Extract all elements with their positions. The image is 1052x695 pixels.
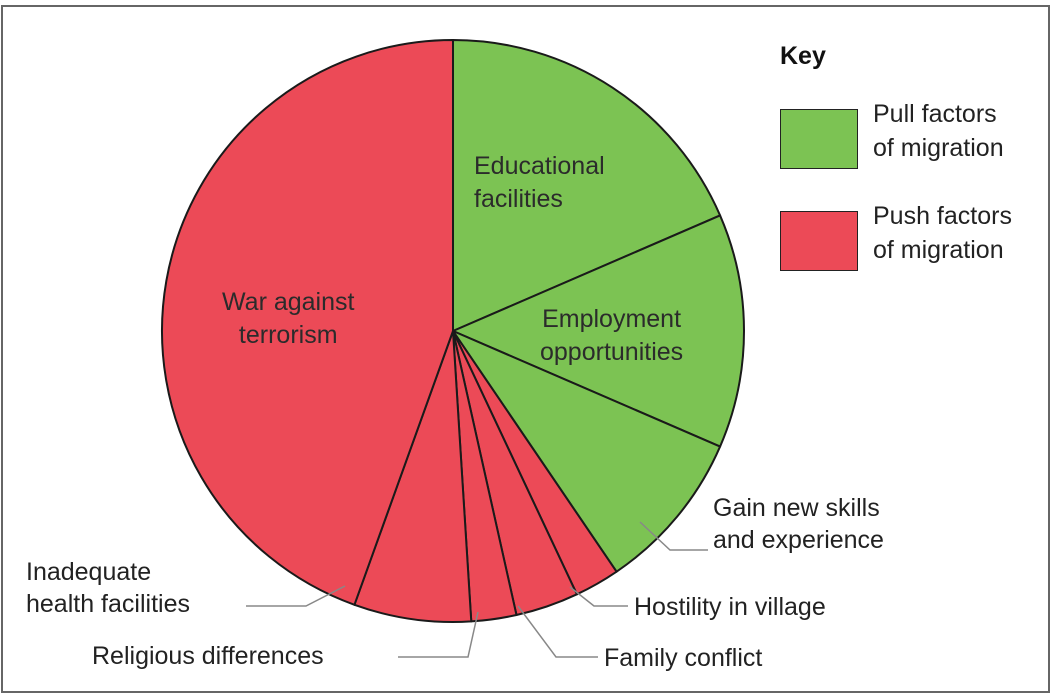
label-family-conflict: Family conflict (604, 644, 763, 672)
label-war-line2: terrorism (238, 321, 338, 349)
label-skills-line1: Gain new skills (713, 494, 880, 522)
label-employment-line1: Employment (542, 305, 682, 333)
legend-label-push: Push factors of migration (873, 199, 1048, 267)
pie-slice-gain-new-skills-and-experience (452, 330, 722, 573)
pie-slice-employment-opportunities (452, 214, 745, 448)
pie-slice-inadequate-health-facilities (353, 330, 473, 623)
legend-label-push-line2: of migration (873, 236, 1004, 264)
legend-title: Key (780, 42, 826, 70)
label-educational-line1: Educational (474, 152, 605, 180)
label-educational-line2: facilities (474, 185, 563, 213)
label-employment-line2: opportunities (540, 338, 684, 366)
pie-slice-war-against-terrorism (161, 39, 454, 606)
label-employment-opportunities: Employment opportunities (540, 303, 683, 369)
leader-hostility (569, 586, 628, 607)
label-health-line1: Inadequate (26, 558, 152, 586)
legend-label-push-line1: Push factors (873, 202, 1012, 230)
leader-religious-differences (398, 611, 479, 658)
label-skills-line2: and experience (713, 526, 884, 554)
pie-slice-educational-facilities (452, 39, 722, 332)
legend-label-pull-line1: Pull factors (873, 100, 997, 128)
leader-family-conflict (517, 605, 598, 658)
legend-item-pull: Pull factors of migration (780, 97, 1050, 169)
label-war-line1: War against (222, 288, 355, 316)
leader-gain-new-skills (639, 521, 708, 551)
label-gain-new-skills: Gain new skills and experience (713, 492, 884, 556)
label-hostility-in-village: Hostility in village (634, 593, 826, 621)
legend-swatch-pull (780, 109, 858, 169)
label-health-line2: health facilities (26, 590, 190, 618)
label-war-against-terrorism: War against terrorism (222, 286, 354, 352)
leader-inadequate-health (246, 585, 346, 607)
label-educational-facilities: Educational facilities (474, 150, 605, 216)
legend-swatch-push (780, 211, 858, 271)
legend-label-pull-line2: of migration (873, 134, 1004, 162)
label-religious-differences: Religious differences (92, 642, 324, 670)
label-inadequate-health-facilities: Inadequate health facilities (26, 556, 190, 620)
legend-label-pull: Pull factors of migration (873, 97, 1048, 165)
legend-item-push: Push factors of migration (780, 199, 1050, 271)
